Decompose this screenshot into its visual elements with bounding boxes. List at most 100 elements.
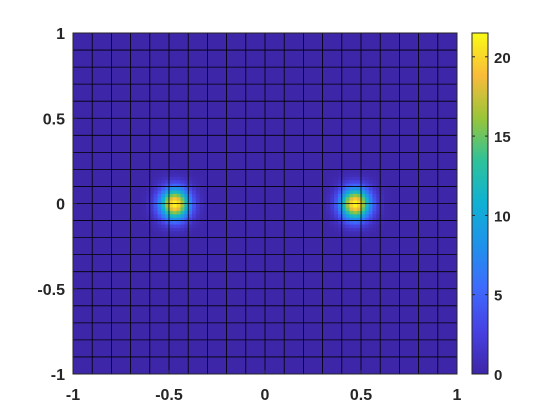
heat-cell (161, 261, 166, 266)
heat-cell (238, 367, 243, 372)
heat-cell (215, 251, 220, 256)
heat-cell (218, 210, 224, 215)
heat-cell (130, 111, 136, 116)
heat-cell (80, 288, 86, 293)
heat-cell (241, 90, 247, 95)
heat-cell (96, 275, 101, 280)
heat-cell (107, 36, 112, 41)
heat-cell (257, 271, 262, 276)
heat-cell (119, 53, 124, 58)
heat-cell (107, 339, 112, 344)
heat-cell (92, 217, 97, 222)
heat-cell (257, 292, 262, 297)
heat-cell (107, 298, 112, 303)
heat-cell (88, 217, 93, 222)
heat-cell (134, 234, 139, 239)
heat-cell (103, 210, 109, 215)
heat-cell (99, 104, 105, 109)
heat-cell (172, 339, 178, 344)
heat-cell (180, 264, 185, 269)
heat-cell (253, 312, 258, 317)
heat-cell (142, 339, 147, 344)
heat-cell (169, 152, 174, 157)
heat-cell (245, 230, 251, 235)
heat-cell (172, 128, 178, 133)
heat-cell (149, 36, 155, 41)
heat-cell (111, 298, 116, 303)
heat-cell (245, 114, 251, 119)
heat-cell (111, 319, 116, 324)
heat-cell (122, 281, 128, 286)
heat-cell (203, 39, 208, 44)
heat-cell (88, 288, 93, 293)
heat-cell (161, 264, 166, 269)
heat-cell (234, 128, 239, 133)
heat-cell (153, 206, 159, 211)
heat-cell (142, 268, 147, 273)
heat-cell (169, 319, 174, 324)
heat-cell (145, 230, 151, 235)
heat-cell (261, 288, 266, 293)
heat-cell (119, 176, 124, 181)
heat-cell (218, 316, 224, 321)
heat-cell (145, 367, 151, 372)
heat-cell (138, 275, 143, 280)
heat-cell (172, 90, 178, 95)
heat-cell (134, 145, 139, 150)
heat-cell (157, 363, 162, 368)
heat-cell (84, 36, 89, 41)
heat-cell (165, 128, 170, 133)
heat-cell (234, 155, 239, 160)
heat-cell (188, 302, 193, 307)
heat-cell (257, 339, 262, 344)
heat-cell (241, 343, 247, 348)
heat-cell (211, 333, 216, 338)
heat-cell (115, 94, 120, 99)
heat-cell (172, 292, 178, 297)
heat-cell (73, 333, 78, 338)
heat-cell (115, 234, 120, 239)
heat-cell (253, 70, 258, 75)
heat-cell (222, 172, 228, 177)
heat-cell (188, 33, 193, 38)
heat-cell (180, 370, 185, 374)
heat-cell (253, 356, 258, 361)
heat-cell (261, 46, 266, 51)
heat-cell (103, 258, 109, 263)
heat-cell (211, 230, 216, 235)
heat-cell (253, 210, 258, 215)
heat-cell (176, 36, 182, 41)
heat-cell (119, 73, 124, 78)
heat-cell (238, 169, 243, 174)
heat-cell (253, 33, 258, 38)
heat-cell (138, 319, 143, 324)
heat-cell (153, 285, 159, 290)
heat-cell (107, 128, 112, 133)
heat-cell (226, 152, 232, 157)
heat-cell (169, 33, 174, 38)
heat-cell (234, 316, 239, 321)
heat-cell (153, 165, 159, 170)
heat-cell (126, 247, 132, 252)
heat-cell (96, 80, 101, 85)
heat-cell (261, 244, 266, 249)
heat-cell (192, 227, 197, 232)
heat-cell (211, 155, 216, 160)
heat-cell (188, 73, 193, 78)
heat-cell (199, 227, 205, 232)
heat-cell (80, 97, 86, 102)
heat-cell (76, 227, 82, 232)
heat-cell (230, 172, 235, 177)
heat-cell (142, 77, 147, 82)
heat-cell (226, 138, 232, 143)
heat-cell (211, 343, 216, 348)
heat-cell (111, 326, 116, 331)
heat-cell (226, 247, 232, 252)
heat-cell (142, 346, 147, 351)
heat-cell (238, 295, 243, 300)
heat-cell (188, 309, 193, 314)
heat-cell (261, 227, 266, 232)
heat-cell (222, 278, 228, 283)
heat-cell (218, 244, 224, 249)
heat-cell (176, 298, 182, 303)
